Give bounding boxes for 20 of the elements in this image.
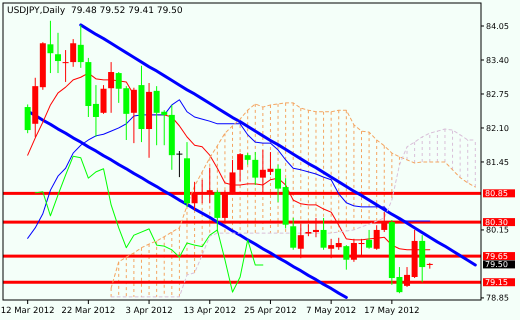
ref-line-label: 79.15 — [485, 278, 508, 288]
ref-line-label: 80.30 — [485, 218, 508, 227]
chart-title: USDJPY,Daily 79.48 79.52 79.41 79.50 — [7, 6, 183, 16]
ref-line-label: 79.65 — [485, 252, 508, 261]
y-tick-label: 83.40 — [486, 56, 509, 65]
x-tick-label: 12 Mar 2012 — [0, 306, 55, 316]
x-tick-label: 25 Apr 2012 — [244, 306, 297, 316]
y-tick-label: 84.05 — [486, 22, 509, 31]
y-tick-label: 82.10 — [486, 124, 509, 133]
text: 79.50 — [485, 260, 508, 270]
x-tick-label: 22 Mar 2012 — [61, 306, 116, 316]
y-tick-label: 82.75 — [486, 90, 509, 99]
x-tick-label: 7 May 2012 — [306, 306, 356, 316]
x-tick-label: 17 May 2012 — [364, 306, 420, 316]
ref-line-label: 80.85 — [485, 189, 508, 198]
y-tick-label: 81.45 — [486, 158, 509, 167]
y-tick-label: 80.15 — [486, 226, 509, 235]
x-tick-label: 3 Apr 2012 — [125, 306, 173, 316]
y-tick-label: 78.85 — [486, 294, 509, 303]
x-tick-label: 13 Apr 2012 — [183, 306, 236, 316]
